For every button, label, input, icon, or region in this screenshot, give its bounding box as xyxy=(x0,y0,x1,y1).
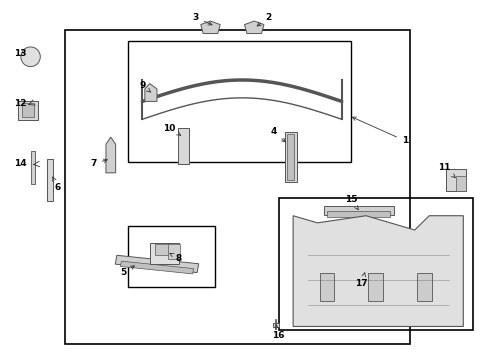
Polygon shape xyxy=(144,84,157,102)
Text: 11: 11 xyxy=(437,163,454,177)
Text: 13: 13 xyxy=(14,49,26,58)
Bar xyxy=(323,206,393,215)
Bar xyxy=(64,30,409,344)
Bar xyxy=(178,128,189,164)
Bar xyxy=(19,100,38,120)
Text: 8: 8 xyxy=(169,253,182,263)
Bar xyxy=(154,244,169,255)
Bar xyxy=(120,261,193,274)
Bar xyxy=(47,158,53,202)
Polygon shape xyxy=(292,216,462,327)
Ellipse shape xyxy=(21,47,40,67)
Text: 17: 17 xyxy=(354,273,367,288)
Bar xyxy=(326,211,389,217)
Polygon shape xyxy=(244,21,264,33)
Text: 10: 10 xyxy=(163,124,181,135)
Bar xyxy=(127,41,351,162)
Bar xyxy=(115,255,198,273)
Bar xyxy=(278,198,472,330)
Polygon shape xyxy=(106,137,116,173)
Bar xyxy=(455,176,465,191)
Text: 3: 3 xyxy=(192,13,211,25)
Bar xyxy=(22,103,34,117)
Text: 2: 2 xyxy=(257,13,271,26)
Bar xyxy=(127,226,215,287)
Text: 5: 5 xyxy=(120,266,134,277)
Text: 1: 1 xyxy=(352,117,407,145)
Text: 6: 6 xyxy=(53,177,61,192)
Bar xyxy=(273,323,279,327)
Text: 9: 9 xyxy=(139,81,150,92)
Bar xyxy=(31,152,35,184)
Bar xyxy=(319,273,334,301)
Bar xyxy=(368,273,382,301)
Text: 15: 15 xyxy=(345,195,358,210)
Bar xyxy=(149,243,179,264)
Bar xyxy=(416,273,431,301)
Bar xyxy=(446,169,465,191)
Text: 16: 16 xyxy=(272,325,284,340)
Bar xyxy=(284,132,296,182)
Bar xyxy=(286,134,294,180)
Polygon shape xyxy=(201,21,220,33)
Text: 12: 12 xyxy=(14,99,26,108)
Text: 14: 14 xyxy=(14,159,26,168)
Bar xyxy=(167,244,180,258)
Text: 4: 4 xyxy=(270,127,285,142)
Text: 7: 7 xyxy=(90,159,107,168)
